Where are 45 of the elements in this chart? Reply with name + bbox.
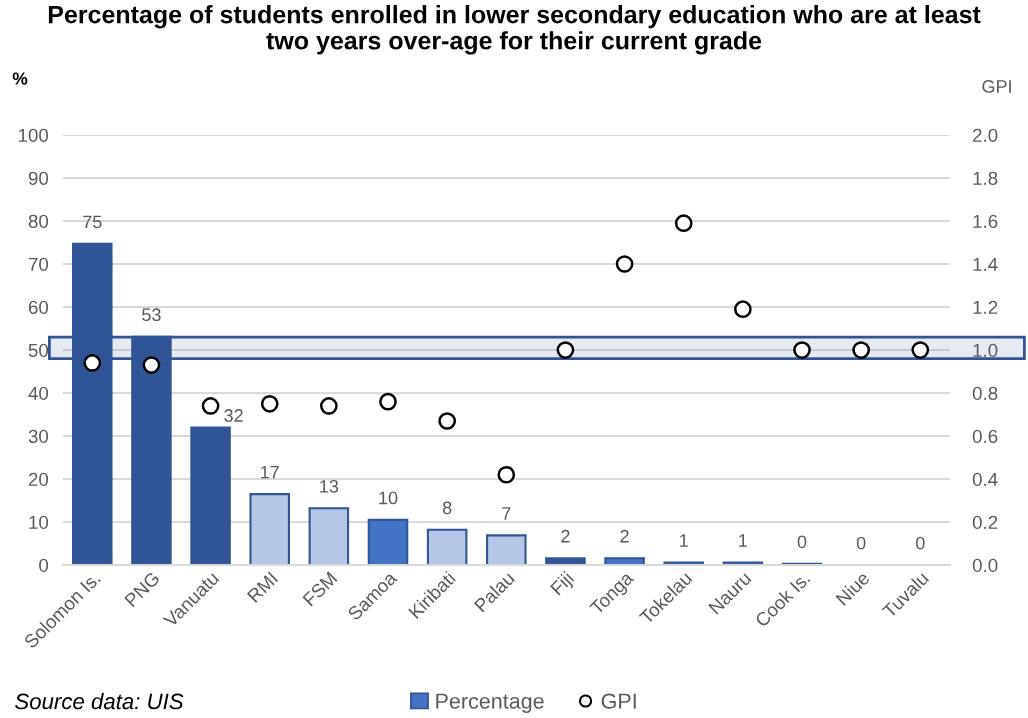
y2-tick-label: 0.2 (972, 515, 998, 530)
y-tick-label: 60 (28, 300, 49, 314)
data-label: 17 (261, 465, 279, 479)
data-label: 1 (739, 534, 748, 547)
y-tick-label: 100 (18, 128, 49, 142)
y2-axis-title: GPI (982, 80, 1011, 93)
y2-tick-label: 1.2 (973, 300, 998, 314)
y-tick-label: 80 (28, 214, 49, 228)
x-tick-label: RMI (246, 571, 279, 603)
y-tick-label: 20 (28, 472, 49, 487)
data-label: 75 (83, 215, 102, 229)
data-label: 2 (561, 529, 570, 543)
y2-tick-label: 1.4 (973, 257, 998, 271)
data-label: 10 (379, 491, 398, 505)
x-tick-label: Fiji (549, 570, 577, 599)
y-tick-label: 50 (28, 343, 49, 357)
legend-label: GPI (601, 693, 636, 709)
y-tick-label: 10 (29, 515, 49, 530)
y-axis-title: % (12, 72, 28, 85)
data-label: 7 (502, 507, 511, 520)
y2-tick-label: 0.6 (972, 429, 998, 444)
y-tick-label: 90 (28, 171, 49, 185)
data-label: 0 (856, 536, 866, 550)
data-label: 13 (320, 479, 339, 493)
source-note: Source data: UIS (15, 692, 184, 710)
data-label: 2 (620, 529, 629, 543)
chart-title: Percentage of students enrolled in lower secondary education who are at least two years over-age for their current grade (48, 5, 981, 55)
y2-tick-label: 1.6 (973, 214, 998, 228)
data-label: 0 (797, 535, 807, 549)
y2-tick-label: 1.0 (973, 343, 998, 357)
y2-tick-label: 0.8 (972, 386, 998, 401)
data-label: 8 (442, 501, 452, 515)
data-label: 1 (680, 534, 688, 547)
data-label: 0 (915, 536, 925, 550)
data-label: 32 (224, 409, 243, 422)
y-tick-label: 70 (28, 257, 49, 271)
legend-label: Percentage (436, 693, 544, 713)
y-tick-label: 0 (39, 558, 49, 573)
data-label: 53 (142, 308, 161, 322)
y2-tick-label: 1.8 (973, 171, 998, 185)
y2-tick-label: 0.0 (972, 558, 998, 573)
y-tick-label: 30 (28, 429, 49, 444)
y-tick-label: 40 (28, 386, 49, 401)
y2-tick-label: 2.0 (973, 128, 998, 142)
y2-tick-label: 0.4 (972, 472, 998, 487)
